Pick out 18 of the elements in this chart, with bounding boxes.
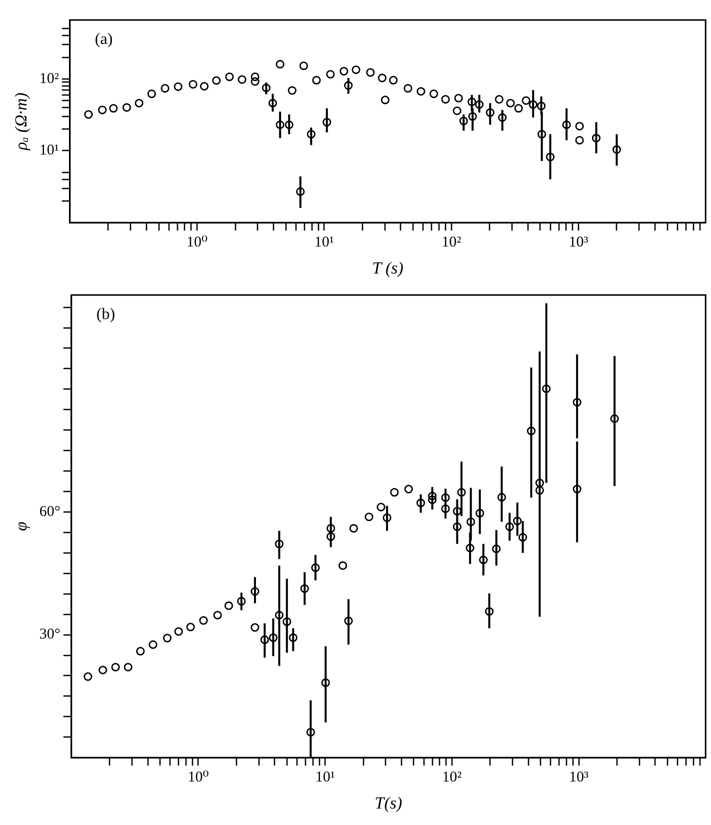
x-tick-label: 10¹ [315,770,335,786]
x-tick-label: 10³ [569,770,590,786]
y-tick-label: 30° [39,626,60,643]
x-tick-label: 10² [442,770,462,786]
x-tick-label: 10⁰ [186,234,208,251]
x-tick-label: 10³ [568,234,589,251]
x-tick-label: 10⁰ [188,770,209,786]
y-tick-label: 60° [39,504,60,520]
y-axis-title: φ [12,522,31,532]
annotation: (b) [96,306,116,324]
x-tick-label: 10² [442,234,462,251]
x-tick-label: 10¹ [314,234,334,251]
y-tick-label: 10² [39,70,60,87]
annotation: (a) [94,31,113,48]
x-axis-title: T (s) [372,258,404,278]
x-axis-title: T(s) [374,793,403,812]
y-axis-title: ρₐ (Ω·m) [12,92,31,152]
y-tick-label: 10¹ [39,142,59,159]
